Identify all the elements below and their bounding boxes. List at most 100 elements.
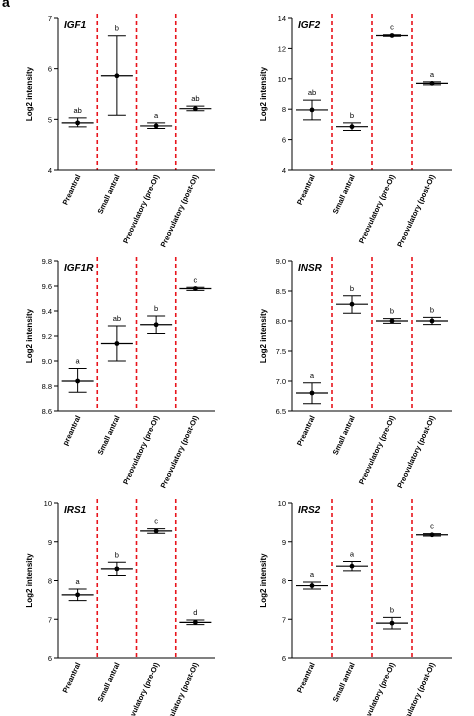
y-tick-label: 4	[282, 166, 286, 175]
data-point	[75, 120, 81, 126]
significance-letter: ab	[308, 88, 316, 97]
chart-panel-igf1r: 8.6 8.8 9.0 9.2 9.4 9.6 9.8 Log2 intensity IGF1R…	[25, 257, 215, 490]
x-tick-label: Preovulatory (post-OI)	[395, 173, 437, 249]
y-tick-label: 9	[282, 538, 286, 547]
x-tick-label: Preovulatory (pre-OI)	[357, 661, 397, 716]
data-point	[309, 107, 315, 113]
y-tick-label: 6	[48, 654, 52, 663]
y-tick-label: 10	[278, 75, 286, 84]
y-tick-label: 8	[282, 577, 286, 586]
significance-letter: c	[430, 522, 434, 531]
x-tick-label: Preovulatory (post-OI)	[159, 661, 201, 716]
significance-letter: a	[76, 357, 81, 366]
y-tick-label: 6.5	[276, 407, 286, 416]
y-tick-label: 8.6	[42, 407, 52, 416]
y-tick-label: 8	[48, 577, 52, 586]
y-axis-label: Log2 intensity	[25, 553, 34, 608]
chart-title: IGF2	[298, 20, 321, 31]
significance-letter: a	[350, 550, 355, 559]
data-point	[192, 286, 198, 291]
significance-letter: a	[76, 577, 81, 586]
y-axis-label: Log2 intensity	[259, 553, 268, 608]
data-point	[309, 583, 315, 588]
x-tick-label: Preovulatory (pre-OI)	[357, 414, 397, 486]
data-point	[153, 322, 159, 328]
x-tick-label: Preovulatory (post-OI)	[395, 661, 437, 716]
y-tick-label: 4	[48, 166, 52, 175]
x-tick-label: Small antral	[96, 661, 122, 703]
significance-letter: ab	[73, 106, 81, 115]
y-tick-label: 8	[282, 105, 286, 114]
y-tick-label: 14	[278, 14, 286, 23]
data-point	[349, 563, 355, 569]
chart-title: IGF1	[64, 20, 87, 31]
x-tick-label: preantral	[61, 414, 83, 447]
data-point	[153, 123, 159, 129]
data-point	[114, 341, 120, 346]
chart-panel-insr: 6.5 7.0 7.5 8.0 8.5 9.0 Log2 intensity INSR a Pre…	[259, 257, 452, 490]
data-point	[114, 73, 120, 79]
data-point	[389, 33, 395, 38]
chart-panel-irs1: 6 7 8 9 10 Log2 intensity IRS1 a Preantral b Small…	[25, 499, 215, 716]
x-tick-label: Preovulatory (post-OI)	[159, 173, 201, 249]
significance-letter: b	[115, 24, 119, 33]
significance-letter: a	[154, 111, 159, 120]
significance-letter: b	[154, 304, 158, 313]
significance-letter: c	[390, 23, 394, 32]
significance-letter: c	[154, 517, 158, 526]
x-tick-label: Preovulatory (pre-OI)	[121, 661, 161, 716]
y-tick-label: 7	[282, 615, 286, 624]
x-tick-label: Preantral	[295, 661, 317, 694]
data-point	[114, 566, 120, 572]
significance-letter: ab	[191, 94, 199, 103]
x-tick-label: Preovulatory (pre-OI)	[121, 414, 161, 486]
y-axis-label: Log2 intensity	[25, 66, 34, 121]
significance-letter: b	[115, 550, 119, 559]
x-tick-label: Preantral	[61, 173, 83, 206]
x-tick-label: Preantral	[295, 173, 317, 206]
x-tick-label: Small antral	[96, 173, 122, 215]
x-tick-label: Small antral	[96, 414, 122, 456]
y-axis-label: Log2 intensity	[25, 308, 34, 363]
data-point	[153, 528, 159, 534]
x-tick-label: Small antral	[331, 661, 357, 703]
chart-title: IRS1	[64, 505, 87, 516]
significance-letter: a	[310, 371, 315, 380]
y-axis-label: Log2 intensity	[259, 308, 268, 363]
significance-letter: b	[350, 284, 354, 293]
y-tick-label: 7	[48, 615, 52, 624]
y-tick-label: 6	[48, 65, 52, 74]
y-tick-label: 9.6	[42, 282, 52, 291]
y-tick-label: 7.5	[276, 347, 286, 356]
chart-panel-igf1: 4 5 6 7 Log2 intensity IGF1 ab Preantral b Small …	[25, 14, 215, 249]
significance-letter: a	[310, 570, 315, 579]
y-tick-label: 10	[278, 499, 286, 508]
y-tick-label: 6	[282, 654, 286, 663]
y-tick-label: 8.8	[42, 382, 52, 391]
y-tick-label: 8.0	[276, 317, 286, 326]
y-tick-label: 7.0	[276, 377, 286, 386]
data-point	[75, 378, 81, 384]
significance-letter: c	[194, 275, 198, 284]
significance-letter: ab	[113, 314, 121, 323]
data-point	[75, 592, 81, 598]
significance-letter: a	[430, 70, 435, 79]
data-point	[349, 124, 355, 130]
significance-letter: b	[390, 307, 394, 316]
chart-title: INSR	[298, 263, 323, 274]
y-tick-label: 9.0	[42, 357, 52, 366]
x-tick-label: Preovulatory (post-OI)	[395, 414, 437, 490]
data-point	[389, 318, 395, 324]
y-tick-label: 8.5	[276, 287, 286, 296]
x-tick-label: Preovulatory (post-OI)	[159, 414, 201, 490]
y-tick-label: 9.0	[276, 257, 286, 266]
x-tick-label: Preovulatory (pre-OI)	[121, 173, 161, 245]
y-tick-label: 10	[44, 499, 52, 508]
x-tick-label: Preovulatory (pre-OI)	[357, 173, 397, 245]
chart-title: IGF1R	[64, 263, 94, 274]
chart-panel-igf2: 4 6 8 10 12 14 Log2 intensity IGF2 ab Preantral b S…	[259, 14, 452, 249]
x-tick-label: Small antral	[331, 414, 357, 456]
data-point	[429, 80, 435, 86]
data-point	[429, 532, 435, 538]
